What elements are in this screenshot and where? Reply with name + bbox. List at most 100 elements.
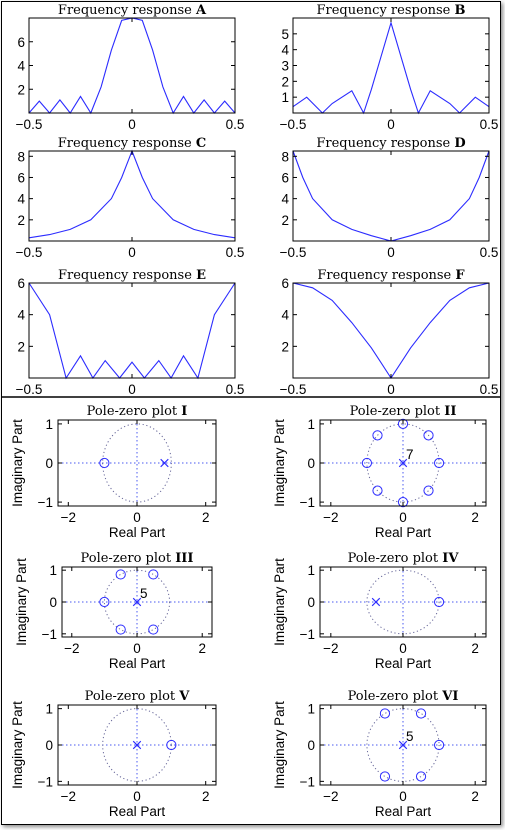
y-tick-label: 1 (45, 417, 53, 432)
axes-box (28, 282, 236, 379)
y-tick-label: 2 (17, 339, 25, 354)
title-prefix: Frequency response (316, 3, 450, 18)
title-prefix: Pole-zero plot (348, 551, 439, 566)
x-tick-label: −2 (64, 641, 79, 656)
response-curve (28, 149, 236, 239)
response-curve (28, 17, 236, 115)
plot-title: Pole-zero plot VI (348, 689, 459, 704)
y-tick-label: −1 (38, 774, 53, 789)
title-prefix: Pole-zero plot (348, 689, 439, 704)
y-axis-label: Imaginary Part (272, 701, 287, 789)
freq-plot-e: Frequency response E −0.5 0 0.5 2 4 6 (16, 268, 245, 397)
title-roman-numeral: V (178, 689, 190, 704)
y-tick-label: 4 (17, 308, 25, 323)
y-tick-label: 0 (49, 595, 57, 610)
y-tick-label: 1 (45, 702, 53, 717)
title-prefix: Frequency response (58, 3, 192, 18)
x-axis-label: Real Part (109, 525, 166, 540)
zero-marker (166, 739, 177, 751)
y-tick-label: −1 (300, 774, 315, 789)
title-prefix: Pole-zero plot (350, 404, 441, 419)
freq-plot-a: Frequency response A −0.5 0 0.5 2 4 6 (16, 3, 245, 132)
x-tick-label: −0.5 (16, 245, 43, 260)
axes-box (28, 17, 236, 114)
x-axis-label: Real Part (109, 656, 166, 671)
zero-marker (115, 624, 126, 635)
zero-marker (379, 771, 391, 782)
zero-marker (415, 708, 427, 719)
y-tick-label: 5 (281, 27, 289, 42)
zero-marker (372, 485, 383, 496)
x-tick-label: −0.5 (280, 117, 307, 132)
unit-circle (102, 423, 172, 503)
y-tick-label: 2 (281, 213, 289, 228)
plot-title: Frequency response C (58, 136, 206, 151)
y-tick-label: 2 (281, 339, 289, 354)
x-tick-label: −0.5 (16, 117, 43, 132)
x-tick-label: 2 (471, 641, 479, 656)
x-tick-label: 0.5 (226, 382, 245, 397)
y-tick-label: 0 (307, 738, 315, 753)
title-letter: C (196, 136, 206, 151)
x-tick-label: 0.5 (226, 245, 245, 260)
zero-marker (361, 457, 373, 469)
pole-multiplicity-label: 5 (406, 729, 414, 744)
x-axis-label: Real Part (375, 656, 432, 671)
pole-marker (132, 740, 142, 750)
x-tick-label: −2 (323, 510, 338, 525)
title-roman-numeral: II (444, 404, 456, 419)
y-tick-label: 4 (281, 43, 289, 58)
zero-marker (433, 457, 445, 469)
axes-box (292, 17, 490, 114)
x-axis-label: Real Part (375, 804, 432, 819)
plot-title: Frequency response B (316, 3, 465, 18)
y-tick-label: 4 (17, 59, 25, 74)
pole-zero-plot-3: Pole-zero plot III 5 −2 0 2 1 0 −1 Real Part Imag… (14, 551, 213, 671)
pole-zero-plot-2: Pole-zero plot II 7 −2 0 2 1 0 −1 Real Part Imagi… (272, 404, 487, 540)
plot-title: Frequency response A (58, 3, 207, 18)
x-tick-label: 2 (202, 510, 210, 525)
plot-title: Pole-zero plot I (87, 404, 188, 419)
x-tick-label: 2 (202, 789, 210, 804)
title-prefix: Pole-zero plot (87, 404, 178, 419)
pole-zero-plot-6: Pole-zero plot VI 5 −2 0 2 1 0 −1 Real Part Imagi… (272, 689, 487, 819)
x-axis-label: Real Part (109, 804, 166, 819)
x-tick-label: −0.5 (280, 245, 307, 260)
title-letter: A (195, 3, 207, 18)
x-tick-label: 0 (387, 117, 395, 132)
pole-marker (398, 458, 408, 468)
title-roman-numeral: III (175, 551, 193, 566)
x-tick-label: −0.5 (16, 382, 43, 397)
title-prefix: Frequency response (317, 268, 451, 283)
freq-plot-f: Frequency response F −0.5 0 0.5 2 4 6 (280, 268, 499, 397)
plot-title: Pole-zero plot III (81, 551, 194, 566)
zero-marker (372, 430, 383, 441)
x-tick-label: 0 (387, 245, 395, 260)
x-tick-label: 0 (128, 117, 136, 132)
axes-box (28, 150, 236, 242)
pole-zero-plot-4: Pole-zero plot IV −2 0 2 1 0 −1 Real Part Imagin… (272, 551, 487, 671)
pole-multiplicity-label: 5 (140, 586, 148, 601)
zero-marker (433, 739, 445, 751)
plot-title: Frequency response F (317, 268, 465, 283)
zero-marker (99, 596, 110, 608)
pole-zero-plot-1: Pole-zero plot I −2 0 2 1 0 −1 Real Part Imagina… (10, 404, 217, 540)
y-tick-label: 2 (17, 82, 25, 97)
y-tick-label: 0 (45, 456, 53, 471)
zero-marker (148, 569, 159, 580)
y-tick-label: 1 (307, 563, 315, 578)
y-tick-label: 0 (307, 595, 315, 610)
plot-title: Pole-zero plot V (85, 689, 191, 704)
title-roman-numeral: VI (441, 689, 458, 704)
y-tick-label: 6 (17, 35, 25, 50)
title-letter: D (454, 136, 465, 151)
y-tick-label: 4 (281, 308, 289, 323)
response-curve (292, 282, 490, 380)
pole-marker (160, 458, 169, 468)
title-letter: B (455, 3, 466, 18)
zero-marker (433, 596, 445, 608)
x-tick-label: 0.5 (480, 245, 499, 260)
zero-marker (115, 569, 126, 580)
y-tick-label: 1 (307, 702, 315, 717)
